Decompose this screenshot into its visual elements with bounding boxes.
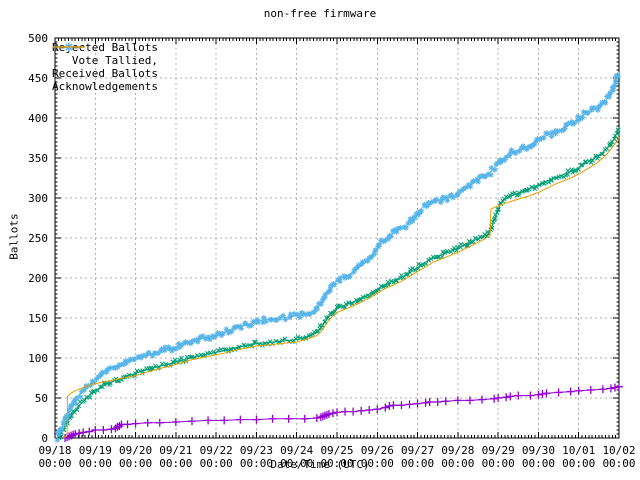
chart-title: non-free firmware	[263, 7, 377, 20]
svg-text:09/25: 09/25	[320, 444, 353, 457]
svg-text:09/22: 09/22	[200, 444, 233, 457]
x-axis-label: Date/Time (UTC)	[270, 458, 370, 471]
svg-text:09/23: 09/23	[240, 444, 273, 457]
svg-text:00:00: 00:00	[79, 457, 112, 470]
svg-text:09/26: 09/26	[361, 444, 394, 457]
svg-text:00:00: 00:00	[441, 457, 474, 470]
legend-item-received-ballots: Received Ballots	[52, 42, 198, 80]
svg-text:250: 250	[28, 232, 48, 245]
svg-text:00:00: 00:00	[320, 457, 353, 470]
svg-text:09/29: 09/29	[482, 444, 515, 457]
legend-label: Acknowledgements	[52, 80, 158, 93]
svg-text:00:00: 00:00	[119, 457, 152, 470]
svg-text:50: 50	[35, 392, 48, 405]
legend-sample-line-icon	[53, 42, 198, 80]
legend-sample-line-icon	[53, 42, 198, 54]
svg-text:00:00: 00:00	[361, 457, 394, 470]
svg-text:10/01: 10/01	[562, 444, 595, 457]
svg-text:00:00: 00:00	[159, 457, 192, 470]
svg-text:09/24: 09/24	[280, 444, 313, 457]
svg-text:100: 100	[28, 352, 48, 365]
svg-text:00:00: 00:00	[240, 457, 273, 470]
y-axis-label: Ballots	[7, 213, 21, 260]
svg-text:00:00: 00:00	[401, 457, 434, 470]
svg-text:09/19: 09/19	[79, 444, 112, 457]
svg-text:00:00: 00:00	[602, 457, 635, 470]
svg-text:350: 350	[28, 152, 48, 165]
svg-text:00:00: 00:00	[38, 457, 71, 470]
legend-sample-line-icon	[53, 43, 198, 67]
svg-text:09/21: 09/21	[159, 444, 192, 457]
svg-text:300: 300	[28, 192, 48, 205]
svg-text:00:00: 00:00	[562, 457, 595, 470]
svg-text:09/20: 09/20	[119, 444, 152, 457]
legend-label: Vote Tallied,	[71, 54, 158, 67]
svg-text:09/27: 09/27	[401, 444, 434, 457]
svg-text:400: 400	[28, 112, 48, 125]
svg-text:150: 150	[28, 312, 48, 325]
svg-text:500: 500	[28, 32, 48, 45]
svg-text:00:00: 00:00	[280, 457, 313, 470]
svg-text:0: 0	[41, 432, 48, 445]
legend-label: Received Ballots	[52, 67, 158, 80]
legend-item-acknowledgements: Acknowledgements	[52, 46, 198, 93]
svg-text:09/28: 09/28	[441, 444, 474, 457]
svg-text:00:00: 00:00	[200, 457, 233, 470]
svg-text:10/02: 10/02	[602, 444, 635, 457]
legend-sample-line-icon	[53, 46, 198, 93]
svg-text:09/30: 09/30	[522, 444, 555, 457]
svg-text:09/18: 09/18	[38, 444, 71, 457]
svg-text:450: 450	[28, 72, 48, 85]
legend-item-vote-tallied: Vote Tallied,	[52, 43, 198, 67]
svg-text:00:00: 00:00	[522, 457, 555, 470]
svg-text:200: 200	[28, 272, 48, 285]
svg-text:00:00: 00:00	[482, 457, 515, 470]
legend: Rejected Ballots Vote Tallied, Received …	[52, 41, 198, 93]
